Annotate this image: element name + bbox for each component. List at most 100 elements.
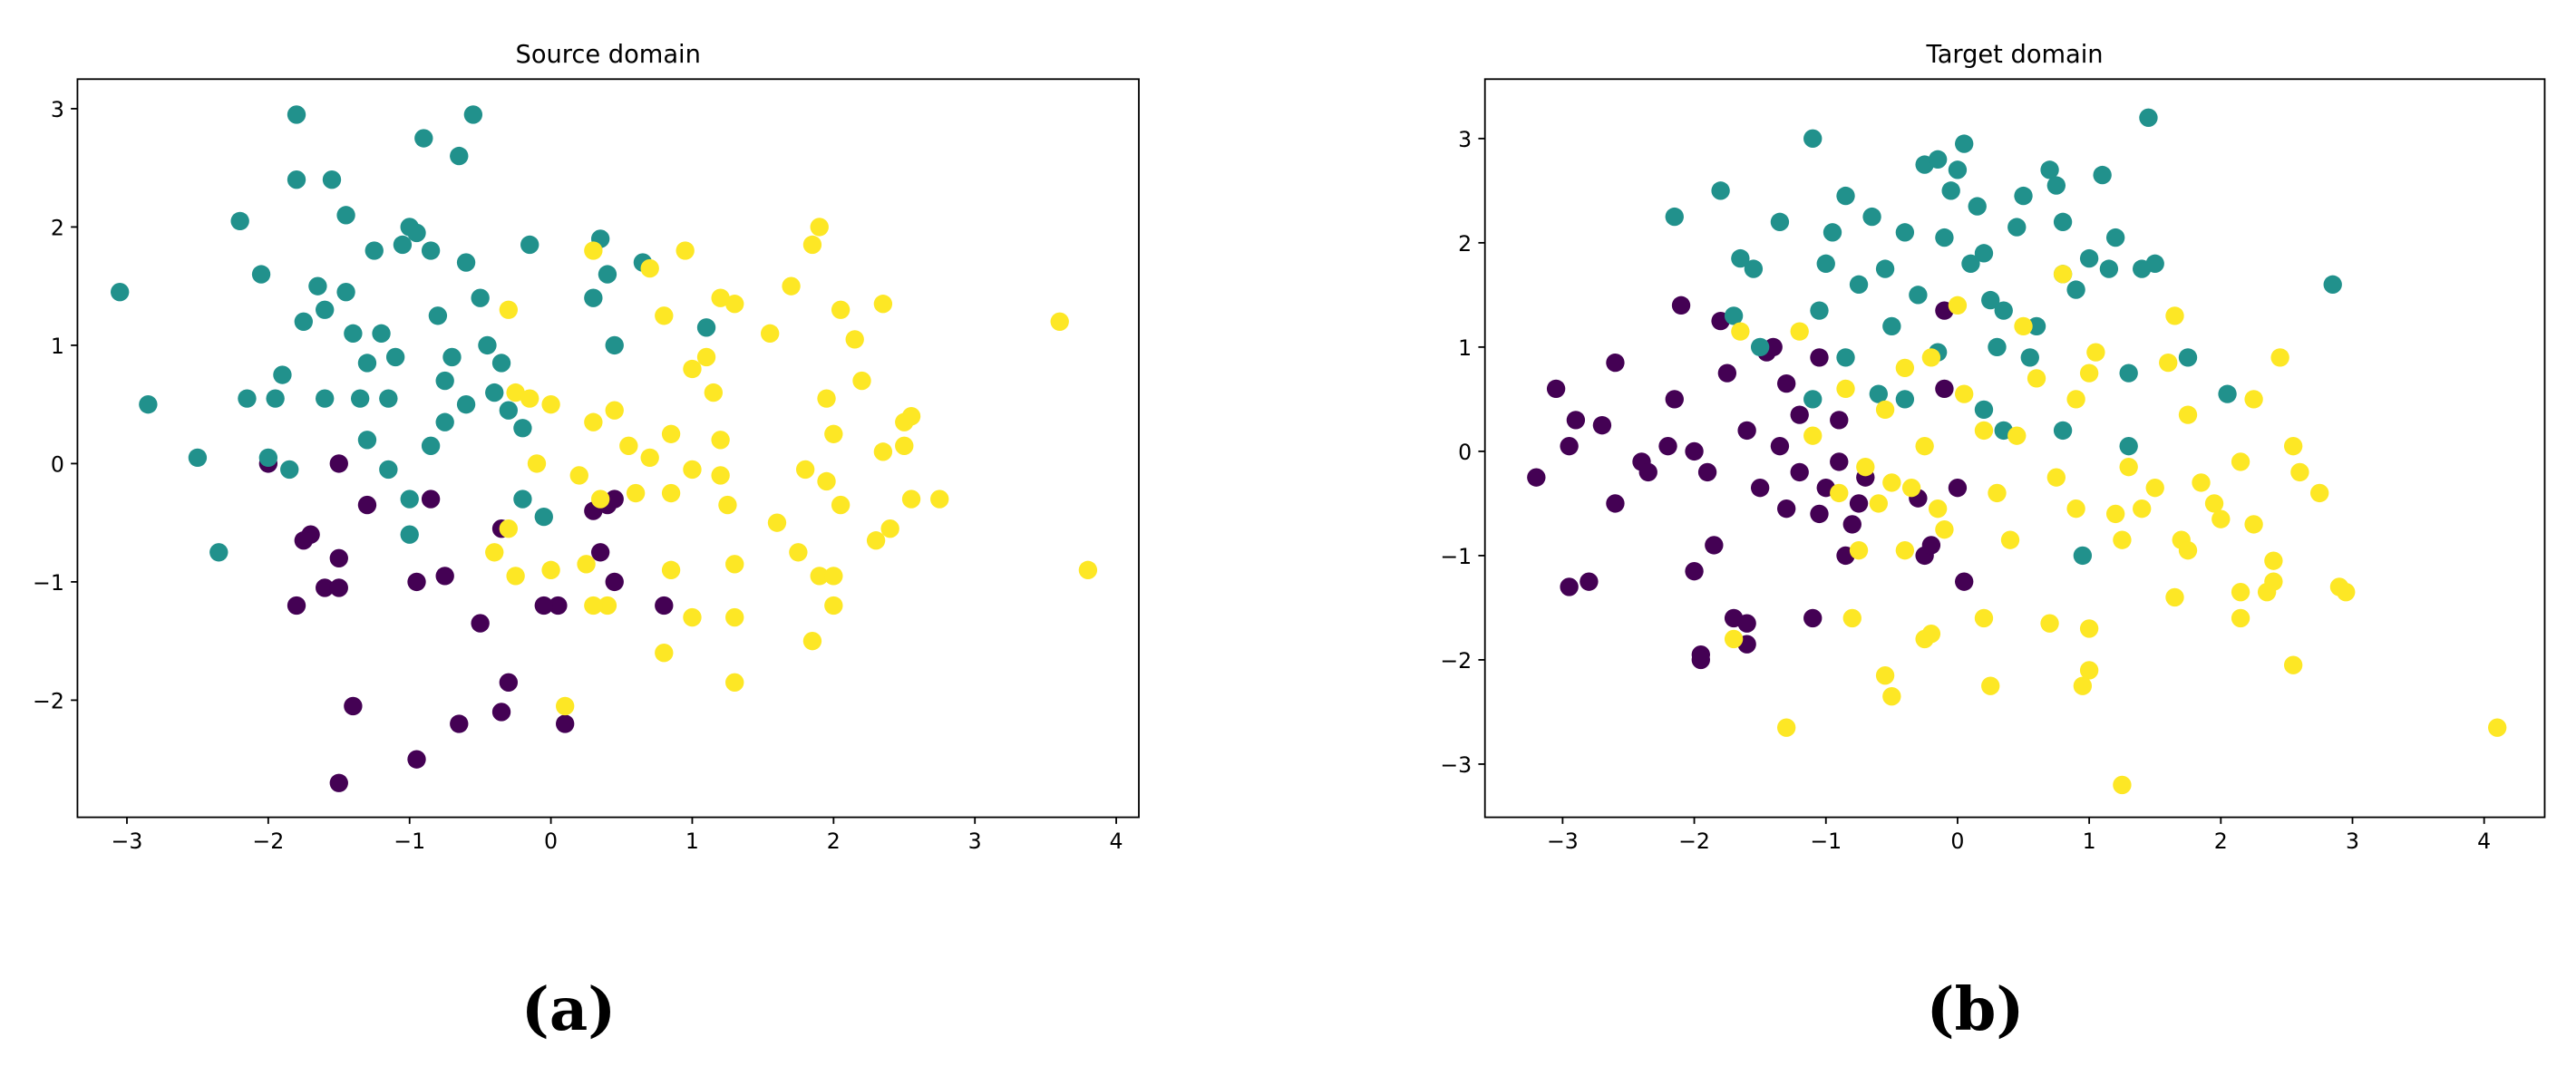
- point: [824, 596, 843, 616]
- point: [661, 560, 681, 580]
- point: [456, 253, 476, 272]
- point: [619, 436, 638, 456]
- point: [901, 407, 921, 426]
- point: [930, 490, 949, 509]
- x-tick-label: 3: [968, 829, 982, 854]
- point: [852, 371, 871, 391]
- point: [2113, 775, 2132, 795]
- point: [1882, 473, 1901, 492]
- point: [2014, 186, 2033, 206]
- point: [584, 412, 603, 431]
- x-tick-label: 3: [2346, 829, 2359, 854]
- point: [605, 335, 624, 355]
- point: [1606, 353, 1625, 373]
- point: [655, 644, 674, 663]
- point: [421, 241, 441, 260]
- point: [2099, 259, 2119, 278]
- point: [1566, 411, 1586, 430]
- point: [400, 490, 419, 509]
- point: [1777, 718, 1796, 737]
- point: [421, 490, 441, 509]
- point: [428, 306, 448, 325]
- point: [1777, 499, 1796, 519]
- point: [294, 312, 313, 331]
- point: [683, 359, 702, 379]
- point: [1527, 468, 1546, 487]
- point: [1974, 421, 1994, 441]
- point: [1836, 348, 1855, 367]
- x-tick-label: −3: [1547, 829, 1579, 854]
- y-tick-label: 1: [1458, 335, 1472, 361]
- point: [336, 283, 355, 302]
- point: [209, 543, 228, 562]
- point: [1928, 150, 1948, 170]
- point: [1968, 197, 1987, 216]
- plot-frame: [76, 78, 1140, 819]
- point: [1974, 244, 1994, 263]
- point: [605, 572, 624, 592]
- point: [584, 241, 603, 260]
- point: [344, 696, 363, 716]
- point: [845, 330, 864, 349]
- x-tick-label: −1: [394, 829, 425, 854]
- point: [499, 401, 519, 420]
- point: [802, 235, 822, 255]
- point: [258, 448, 278, 468]
- point: [287, 596, 306, 616]
- point: [683, 607, 702, 627]
- point: [1717, 364, 1737, 383]
- point: [1955, 134, 1974, 153]
- point: [2079, 661, 2099, 680]
- x-tick-label: 0: [544, 829, 558, 854]
- point: [1606, 494, 1625, 513]
- point: [2231, 582, 2250, 602]
- point: [831, 300, 851, 319]
- x-tick-label: −2: [252, 829, 284, 854]
- point: [1546, 379, 1566, 399]
- point: [549, 596, 568, 616]
- point: [1955, 572, 1974, 591]
- y-tick-label: 3: [1458, 127, 1472, 152]
- point: [2014, 316, 2033, 336]
- point: [718, 495, 737, 515]
- point: [2027, 369, 2046, 388]
- point: [471, 614, 490, 633]
- point: [2119, 364, 2138, 383]
- point: [1869, 384, 1888, 403]
- point: [725, 673, 744, 693]
- point: [230, 211, 249, 231]
- point: [2079, 364, 2099, 383]
- point: [491, 354, 511, 373]
- x-tick-label: −3: [112, 829, 143, 854]
- point: [2053, 265, 2073, 284]
- point: [873, 442, 893, 461]
- point: [1849, 275, 1869, 295]
- point: [2046, 468, 2066, 487]
- point: [1974, 400, 1994, 420]
- point: [711, 288, 730, 307]
- point: [2105, 504, 2125, 524]
- point: [188, 448, 208, 468]
- point: [2145, 254, 2164, 274]
- point: [1580, 572, 1599, 591]
- point: [767, 513, 787, 532]
- point: [499, 300, 519, 319]
- point: [2066, 499, 2085, 519]
- point: [1744, 259, 1764, 278]
- point: [1803, 426, 1823, 445]
- x-tick-label: −2: [1678, 829, 1710, 854]
- point: [584, 288, 603, 307]
- point: [2093, 165, 2112, 185]
- point: [506, 567, 525, 586]
- y-tick-label: −3: [1440, 752, 1472, 778]
- point: [273, 365, 292, 384]
- point: [1691, 650, 1710, 670]
- point: [655, 596, 674, 616]
- point: [2211, 509, 2231, 528]
- point: [1988, 337, 2007, 357]
- point: [817, 471, 836, 491]
- point: [393, 235, 413, 255]
- point: [280, 460, 299, 480]
- point: [1638, 462, 1657, 482]
- point: [824, 424, 843, 443]
